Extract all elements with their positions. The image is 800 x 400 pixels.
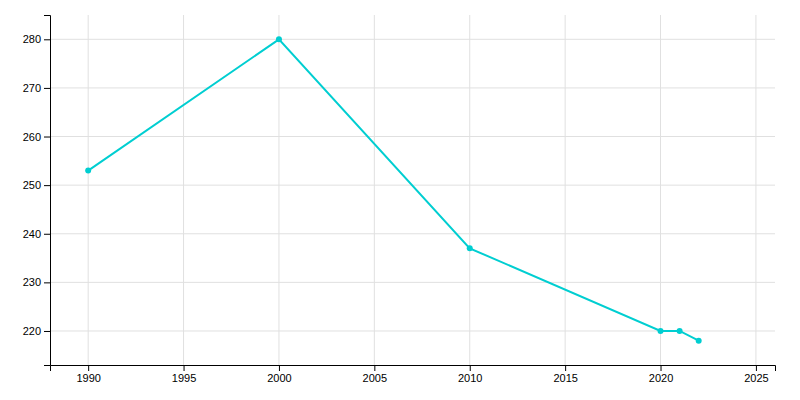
x-tick-mark	[470, 365, 471, 371]
y-tick-label: 230	[23, 276, 41, 288]
marker	[677, 328, 683, 334]
x-tick-label: 2000	[267, 372, 291, 384]
y-tick: 230	[23, 276, 50, 288]
y-tick: 280	[23, 33, 50, 45]
series	[85, 36, 702, 343]
x-tick-label: 2020	[649, 372, 673, 384]
y-tick-label: 250	[23, 179, 41, 191]
x-tick-mark	[279, 365, 280, 371]
y-tick-mark	[44, 185, 50, 186]
y-tick-label: 280	[23, 33, 41, 45]
grid-line-y	[50, 233, 775, 234]
y-tick-mark	[44, 88, 50, 89]
x-axis: 1990 1995 2000 2005 2010 2015 2020 2025	[51, 365, 776, 384]
marker	[467, 245, 473, 251]
x-tick-mark	[661, 365, 662, 371]
grid-line-x	[565, 15, 566, 365]
y-tick-mark	[44, 39, 50, 40]
x-tick-mark	[88, 365, 89, 371]
x-tick: 1995	[172, 365, 196, 384]
x-tick-label: 2015	[553, 372, 577, 384]
grid-line-x	[374, 15, 375, 365]
y-tick-label: 270	[23, 82, 41, 94]
x-tick: 2015	[553, 365, 577, 384]
grid-line-x	[183, 15, 184, 365]
chart: 1990 1995 2000 2005 2010 2015 2020 2025 220 230 24…	[0, 0, 800, 400]
line	[88, 39, 699, 340]
marker	[696, 338, 702, 344]
y-tick-mark	[44, 331, 50, 332]
y-axis: 220 230 240 250 260 270 280	[23, 16, 51, 366]
grid-line-x	[469, 15, 470, 365]
x-tick-label: 1990	[76, 372, 100, 384]
y-tick-mark	[44, 282, 50, 283]
y-tick-label: 240	[23, 228, 41, 240]
y-tick: 220	[23, 325, 50, 337]
grid-line-y	[50, 136, 775, 137]
x-tick-label: 2010	[458, 372, 482, 384]
x-tick-mark	[756, 365, 757, 371]
y-tick: 270	[23, 82, 50, 94]
x-tick-label: 2025	[744, 372, 768, 384]
x-tick-label: 2005	[363, 372, 387, 384]
y-tick-mark	[44, 234, 50, 235]
x-tick: 2020	[649, 365, 673, 384]
y-tick-label: 260	[23, 131, 41, 143]
y-tick-label: 220	[23, 325, 41, 337]
grid-line-x	[755, 15, 756, 365]
y-tick: 250	[23, 179, 50, 191]
grid-line-y	[50, 39, 775, 40]
x-tick: 2025	[744, 365, 768, 384]
x-tick-mark	[184, 365, 185, 371]
x-tick-mark	[374, 365, 375, 371]
grid-line-x	[88, 15, 89, 365]
y-tick: 260	[23, 131, 50, 143]
y-tick: 240	[23, 228, 50, 240]
x-axis-line	[51, 366, 776, 372]
y-tick-mark	[44, 137, 50, 138]
x-tick-label: 1995	[172, 372, 196, 384]
plot-area: 1990 1995 2000 2005 2010 2015 2020 2025 220 230 24…	[23, 15, 776, 384]
grid-line-y	[50, 87, 775, 88]
x-tick: 1990	[76, 365, 100, 384]
grid-line-x	[278, 15, 279, 365]
grid	[50, 15, 775, 365]
marker	[276, 36, 282, 42]
y-axis-line	[44, 16, 51, 366]
grid-line-x	[660, 15, 661, 365]
marker	[85, 168, 91, 174]
x-tick: 2010	[458, 365, 482, 384]
x-tick: 2005	[363, 365, 387, 384]
x-tick: 2000	[267, 365, 291, 384]
marker	[658, 328, 664, 334]
grid-line-y	[50, 282, 775, 283]
x-tick-mark	[565, 365, 566, 371]
